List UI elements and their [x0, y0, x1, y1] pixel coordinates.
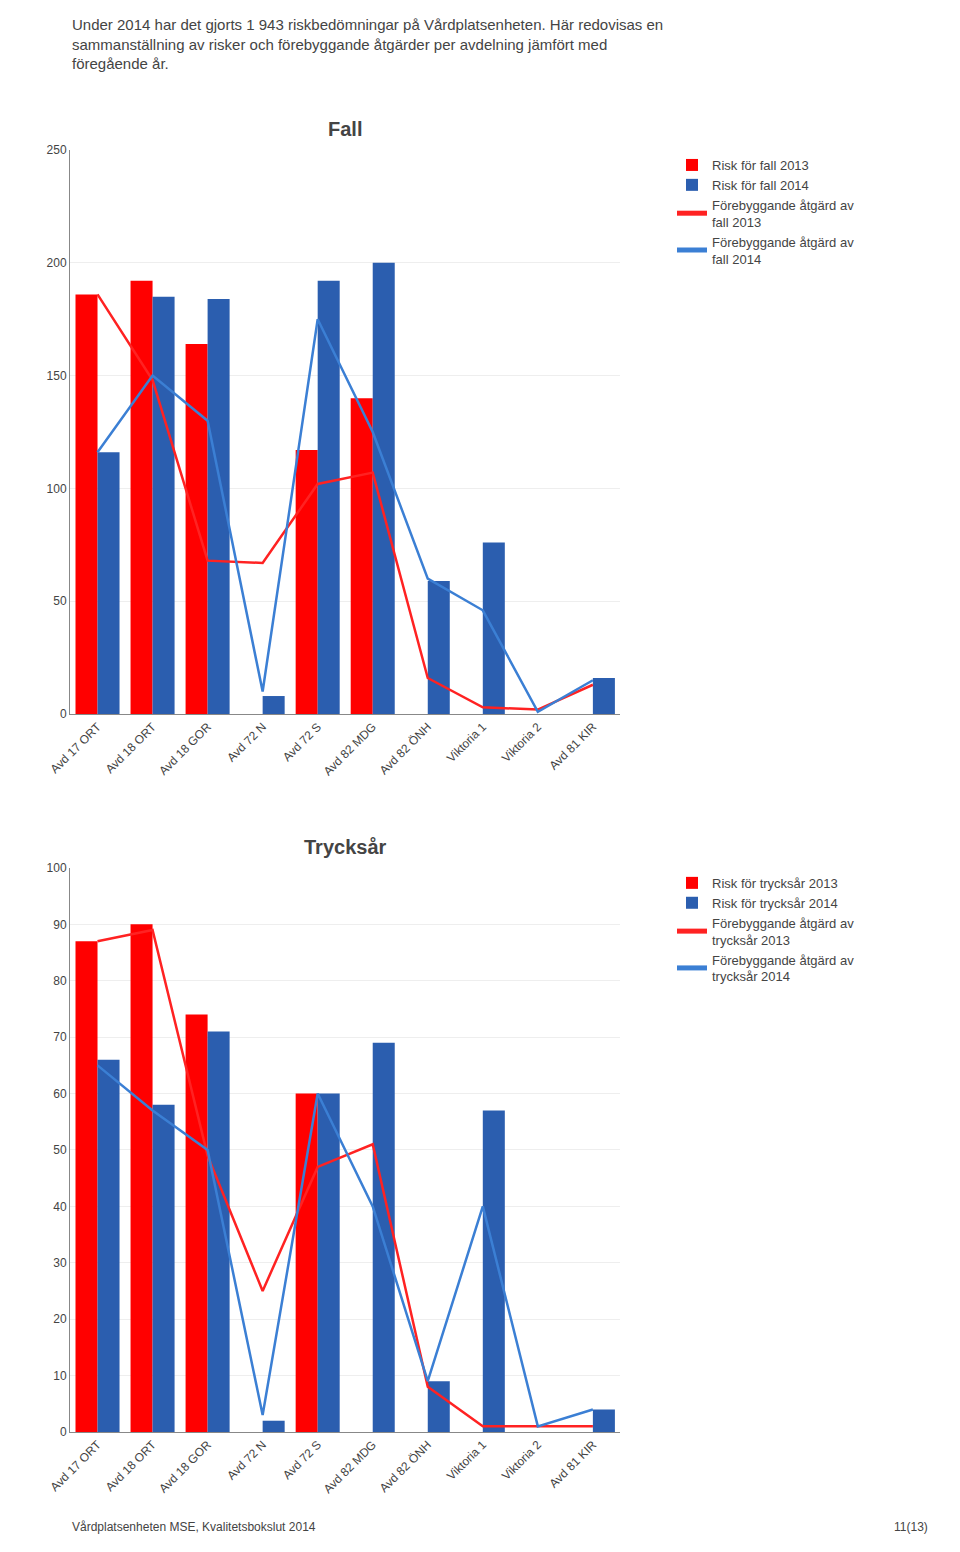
svg-text:50: 50 — [53, 1143, 67, 1157]
svg-text:40: 40 — [53, 1200, 67, 1214]
svg-text:Trycksår: Trycksår — [304, 836, 387, 858]
svg-text:Förebyggande åtgärd avtrycksår: Förebyggande åtgärd avtrycksår 2014 — [712, 953, 854, 985]
svg-text:0: 0 — [60, 707, 67, 721]
svg-text:Avd 72 S: Avd 72 S — [280, 720, 324, 764]
svg-text:200: 200 — [47, 256, 67, 270]
svg-text:150: 150 — [47, 369, 67, 383]
svg-text:0: 0 — [60, 1425, 67, 1439]
svg-text:20: 20 — [53, 1312, 67, 1326]
svg-text:Fall: Fall — [328, 118, 362, 140]
svg-text:Avd 72 N: Avd 72 N — [224, 720, 269, 765]
svg-text:Viktoria 2: Viktoria 2 — [499, 720, 544, 765]
svg-text:Avd 82 ÖNH: Avd 82 ÖNH — [377, 1438, 434, 1495]
svg-text:Risk för fall 2014: Risk för fall 2014 — [712, 178, 809, 193]
svg-text:70: 70 — [53, 1030, 67, 1044]
svg-text:Viktoria 1: Viktoria 1 — [444, 720, 489, 765]
svg-text:250: 250 — [47, 143, 67, 157]
svg-text:Risk för trycksår 2014: Risk för trycksår 2014 — [712, 896, 838, 911]
svg-text:Avd 18 ORT: Avd 18 ORT — [103, 1437, 160, 1494]
svg-text:Risk för trycksår 2013: Risk för trycksår 2013 — [712, 876, 838, 891]
svg-text:50: 50 — [53, 594, 67, 608]
svg-text:Avd 17 ORT: Avd 17 ORT — [48, 1437, 105, 1494]
svg-text:Viktoria 2: Viktoria 2 — [499, 1438, 544, 1483]
svg-text:Förebyggande åtgärd avtrycksår: Förebyggande åtgärd avtrycksår 2013 — [712, 916, 854, 948]
svg-text:Avd 18 ORT: Avd 18 ORT — [103, 719, 160, 776]
svg-text:Avd 18 GOR: Avd 18 GOR — [156, 1438, 214, 1496]
svg-text:60: 60 — [53, 1087, 67, 1101]
svg-text:10: 10 — [53, 1369, 67, 1383]
svg-text:Förebyggande åtgärd avfall 201: Förebyggande åtgärd avfall 2013 — [712, 198, 854, 230]
svg-text:11(13): 11(13) — [894, 1520, 928, 1534]
svg-text:100: 100 — [47, 482, 67, 496]
svg-text:Avd 18 GOR: Avd 18 GOR — [156, 720, 214, 778]
svg-text:100: 100 — [47, 861, 67, 875]
svg-text:Avd 82 ÖNH: Avd 82 ÖNH — [377, 720, 434, 777]
svg-text:Avd 17 ORT: Avd 17 ORT — [48, 719, 105, 776]
svg-text:Avd 72 N: Avd 72 N — [224, 1438, 269, 1483]
svg-text:Avd 72 S: Avd 72 S — [280, 1438, 324, 1482]
svg-text:Avd 81 KIR: Avd 81 KIR — [547, 720, 600, 773]
svg-text:Avd 82 MDG: Avd 82 MDG — [321, 720, 379, 778]
svg-text:Risk för fall 2013: Risk för fall 2013 — [712, 158, 809, 173]
svg-text:Avd 82 MDG: Avd 82 MDG — [321, 1438, 379, 1496]
svg-text:90: 90 — [53, 918, 67, 932]
svg-text:30: 30 — [53, 1256, 67, 1270]
svg-text:Avd 81 KIR: Avd 81 KIR — [547, 1438, 600, 1491]
svg-text:Under 2014 har det gjorts 1 94: Under 2014 har det gjorts 1 943 riskbedö… — [72, 16, 663, 72]
svg-text:Viktoria 1: Viktoria 1 — [444, 1438, 489, 1483]
svg-text:80: 80 — [53, 974, 67, 988]
svg-text:Förebyggande åtgärd avfall 201: Förebyggande åtgärd avfall 2014 — [712, 235, 854, 267]
svg-text:Vårdplatsenheten MSE, Kvalitet: Vårdplatsenheten MSE, Kvalitetsbokslut 2… — [72, 1520, 316, 1534]
